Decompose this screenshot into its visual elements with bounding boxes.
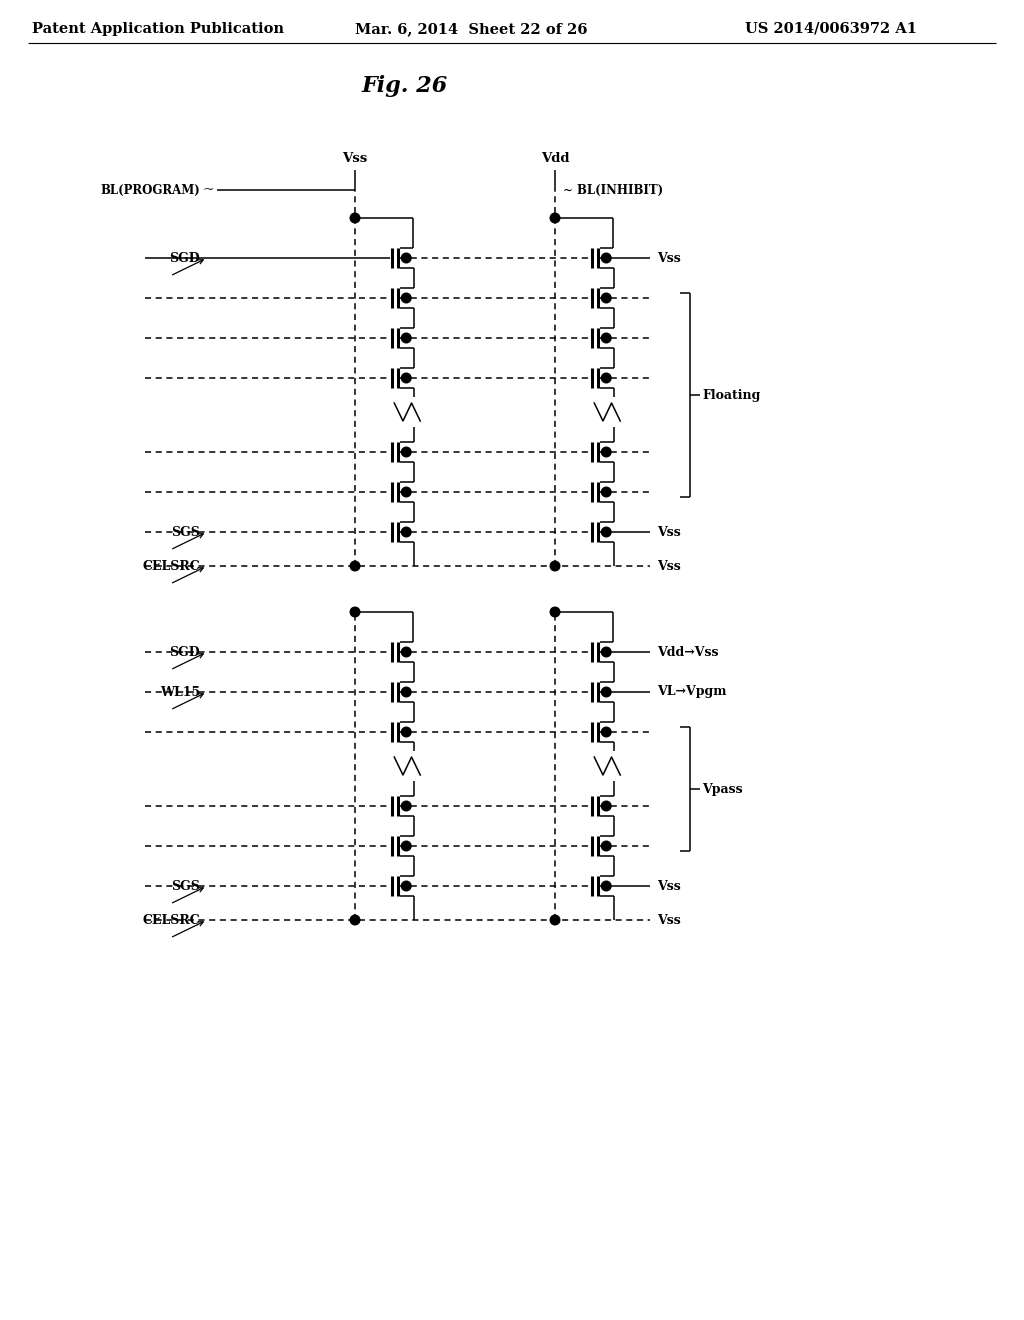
Text: CELSRC: CELSRC (142, 560, 200, 573)
Text: CELSRC: CELSRC (142, 913, 200, 927)
Text: ~: ~ (203, 183, 215, 197)
Circle shape (601, 527, 611, 537)
Text: Vpass: Vpass (702, 783, 742, 796)
Text: VL→Vpgm: VL→Vpgm (657, 685, 726, 698)
Circle shape (401, 293, 411, 302)
Text: Vdd: Vdd (541, 152, 569, 165)
Circle shape (350, 607, 359, 616)
Circle shape (601, 447, 611, 457)
Circle shape (350, 214, 359, 223)
Circle shape (401, 374, 411, 383)
Text: Vdd→Vss: Vdd→Vss (657, 645, 719, 659)
Circle shape (601, 841, 611, 851)
Circle shape (401, 527, 411, 537)
Text: US 2014/0063972 A1: US 2014/0063972 A1 (745, 22, 918, 36)
Text: SGD: SGD (169, 645, 200, 659)
Text: Patent Application Publication: Patent Application Publication (32, 22, 284, 36)
Circle shape (601, 727, 611, 737)
Circle shape (601, 374, 611, 383)
Circle shape (401, 253, 411, 263)
Circle shape (601, 688, 611, 697)
Circle shape (401, 882, 411, 891)
Circle shape (601, 801, 611, 810)
Circle shape (401, 727, 411, 737)
Circle shape (601, 487, 611, 496)
Circle shape (601, 253, 611, 263)
Circle shape (401, 841, 411, 851)
Text: Vss: Vss (657, 525, 681, 539)
Circle shape (401, 487, 411, 496)
Text: SGS: SGS (171, 879, 200, 892)
Text: Vss: Vss (657, 560, 681, 573)
Text: Floating: Floating (702, 388, 761, 401)
Text: Vss: Vss (657, 913, 681, 927)
Circle shape (601, 293, 611, 302)
Text: SGD: SGD (169, 252, 200, 264)
Circle shape (601, 647, 611, 657)
Text: BL(PROGRAM): BL(PROGRAM) (100, 183, 200, 197)
Circle shape (601, 882, 611, 891)
Circle shape (550, 214, 560, 223)
Circle shape (401, 688, 411, 697)
Text: ~ BL(INHIBIT): ~ BL(INHIBIT) (563, 183, 664, 197)
Text: WL15: WL15 (160, 685, 200, 698)
Text: Vss: Vss (342, 152, 368, 165)
Circle shape (401, 447, 411, 457)
Circle shape (401, 333, 411, 343)
Circle shape (350, 561, 359, 570)
Text: Fig. 26: Fig. 26 (361, 75, 449, 96)
Circle shape (350, 915, 359, 925)
Circle shape (550, 915, 560, 925)
Circle shape (401, 647, 411, 657)
Text: Mar. 6, 2014  Sheet 22 of 26: Mar. 6, 2014 Sheet 22 of 26 (355, 22, 588, 36)
Circle shape (550, 561, 560, 570)
Text: Vss: Vss (657, 879, 681, 892)
Text: Vss: Vss (657, 252, 681, 264)
Circle shape (401, 801, 411, 810)
Circle shape (601, 333, 611, 343)
Circle shape (550, 607, 560, 616)
Text: SGS: SGS (171, 525, 200, 539)
